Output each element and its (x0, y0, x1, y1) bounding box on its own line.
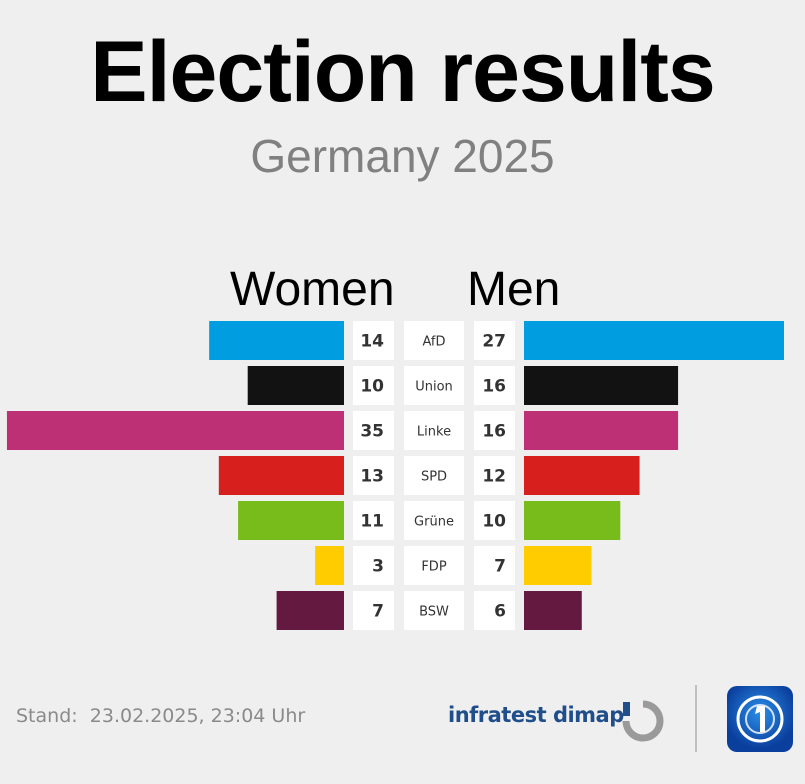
stand-value: 23.02.2025, 23:04 Uhr (89, 705, 306, 727)
women-bar-union (247, 366, 344, 405)
party-label-spd: SPD (421, 470, 447, 485)
infratest-logo-icon (622, 700, 664, 742)
party-label-box-union (404, 366, 464, 405)
women-bar-gr-ne (238, 501, 344, 540)
women-bar-spd (218, 456, 344, 495)
men-value-box-fdp (474, 546, 515, 585)
men-value-label-afd: 27 (482, 332, 506, 352)
men-value-label-fdp: 7 (494, 557, 506, 577)
party-label-box-fdp (404, 546, 464, 585)
men-bar-spd (524, 456, 640, 495)
party-label-box-spd (404, 456, 464, 495)
men-bar-union (524, 366, 679, 405)
women-value-label-fdp: 3 (372, 557, 384, 577)
party-label-fdp: FDP (421, 560, 446, 575)
chart-title: Election results (90, 24, 715, 120)
party-label-afd: AfD (422, 335, 445, 350)
men-value-label-linke: 16 (482, 422, 506, 442)
men-bar-fdp (524, 546, 592, 585)
men-value-box-union (474, 366, 515, 405)
men-value-box-linke (474, 411, 515, 450)
party-label-box-afd (404, 321, 464, 360)
women-bar-fdp (315, 546, 344, 585)
party-label-bsw: BSW (419, 605, 449, 620)
party-label-gr-ne: Grüne (414, 515, 454, 530)
men-value-box-gr-ne (474, 501, 515, 540)
tagesschau-logo-icon (727, 686, 793, 752)
footer-divider (695, 685, 697, 752)
women-value-label-spd: 13 (360, 467, 384, 487)
women-value-box-fdp (353, 546, 394, 585)
men-value-label-union: 16 (482, 377, 506, 397)
men-value-box-afd (474, 321, 515, 360)
source-label: infratest dimap (448, 703, 624, 727)
women-value-box-afd (353, 321, 394, 360)
men-bar-linke (524, 411, 679, 450)
women-value-label-linke: 35 (360, 422, 384, 442)
women-value-label-afd: 14 (360, 332, 384, 352)
party-label-box-linke (404, 411, 464, 450)
party-label-union: Union (415, 380, 453, 395)
men-bar-gr-ne (524, 501, 621, 540)
men-value-label-spd: 12 (482, 467, 506, 487)
men-value-label-bsw: 6 (494, 602, 506, 622)
men-bar-afd (524, 321, 785, 360)
women-value-box-spd (353, 456, 394, 495)
women-bar-afd (209, 321, 344, 360)
timestamp: Stand: 23.02.2025, 23:04 Uhr (16, 705, 305, 727)
men-value-box-spd (474, 456, 515, 495)
men-bar-bsw (524, 591, 582, 630)
chart-subtitle: Germany 2025 (250, 130, 555, 182)
women-value-label-bsw: 7 (372, 602, 384, 622)
women-column-header: Women (230, 263, 395, 316)
women-bar-bsw (276, 591, 344, 630)
stand-label: Stand: (16, 705, 78, 727)
party-label-box-bsw (404, 591, 464, 630)
men-value-label-gr-ne: 10 (482, 512, 506, 532)
women-value-box-bsw (353, 591, 394, 630)
party-label-linke: Linke (417, 425, 451, 440)
women-value-box-linke (353, 411, 394, 450)
men-column-header: Men (467, 263, 561, 316)
men-value-box-bsw (474, 591, 515, 630)
women-value-box-union (353, 366, 394, 405)
women-value-box-gr-ne (353, 501, 394, 540)
women-bar-linke (6, 411, 344, 450)
party-label-box-gr-ne (404, 501, 464, 540)
women-value-label-union: 10 (360, 377, 384, 397)
women-value-label-gr-ne: 11 (360, 512, 384, 532)
